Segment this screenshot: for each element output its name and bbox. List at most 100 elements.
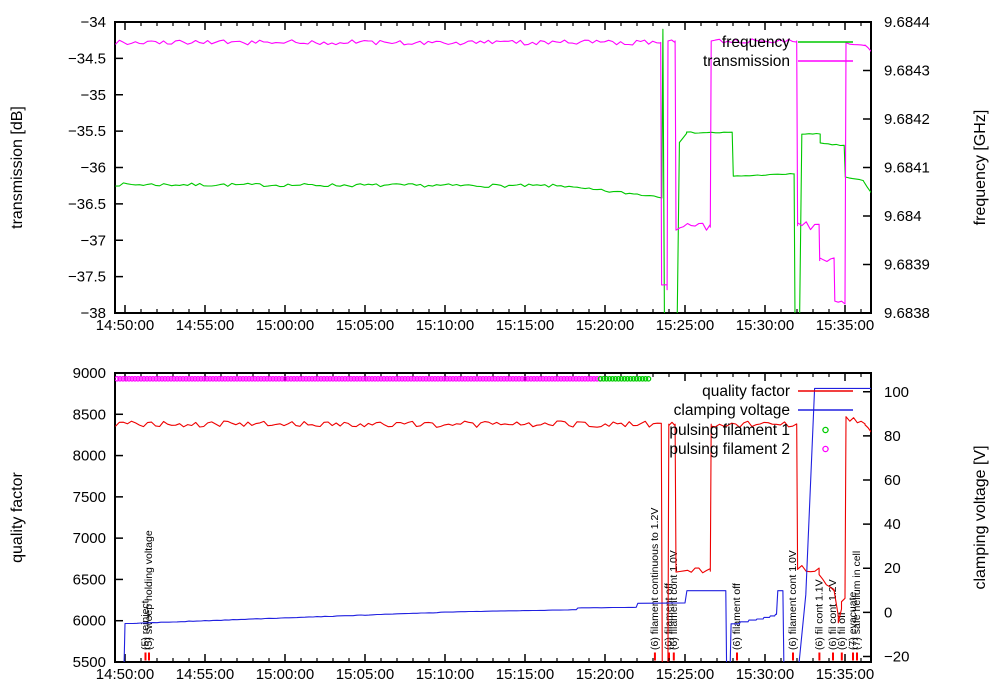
marker-circle [567, 375, 573, 382]
panel-bottom: (5) reinject(5) sweep holding voltage (6)… [9, 365, 989, 683]
marker-circle [252, 375, 258, 382]
marker-circle [168, 375, 174, 382]
x-tick-label: 14:55:00 [176, 317, 234, 334]
legend-label: pulsing filament 2 [669, 441, 790, 458]
marker-circle [258, 375, 264, 382]
marker-circle [471, 375, 477, 382]
x-tick-label: 15:30:00 [736, 317, 794, 334]
marker-circle [555, 375, 561, 382]
marker-circle [582, 375, 588, 382]
y-left-tick-label: −34 [81, 14, 106, 31]
annotation-label: (7) safe helium in cell [851, 551, 863, 650]
marker-circle [288, 375, 294, 382]
y-right-tick-label: 9.6842 [884, 111, 930, 128]
y-left-tick-label: −35 [81, 87, 106, 104]
x-tick-label: 15:25:00 [656, 666, 714, 683]
marker-circle [561, 375, 567, 382]
y-left-tick-label: −36 [81, 160, 106, 177]
annotation-label: (6) filament cont 1.0V [787, 550, 799, 650]
marker-circle [135, 375, 141, 382]
marker-circle [549, 375, 555, 382]
legend-sample-marker [822, 445, 829, 453]
marker-circle [570, 375, 576, 382]
marker-circle [546, 375, 552, 382]
y-right-axis-title: clamping voltage [V] [972, 445, 989, 589]
y-right-tick-label: 100 [884, 384, 909, 401]
marker-circle [234, 375, 240, 382]
marker-circle [513, 375, 519, 382]
marker-circle [441, 375, 447, 382]
marker-circle [453, 375, 459, 382]
y-left-tick-label: −38 [81, 305, 106, 322]
marker-circle [537, 375, 543, 382]
marker-circle [324, 375, 330, 382]
marker-circle [645, 375, 652, 382]
marker-circle [321, 375, 327, 382]
marker-circle [390, 375, 396, 382]
annotation-label: (6) filament continuous to 1.2V [649, 508, 661, 650]
marker-circle [249, 375, 255, 382]
marker-circle [297, 375, 303, 382]
y-left-tick-label: 8500 [73, 406, 106, 423]
marker-circle [600, 375, 607, 382]
marker-circle [573, 375, 579, 382]
marker-circle [495, 375, 501, 382]
marker-circle [411, 375, 417, 382]
marker-circle [273, 375, 279, 382]
marker-circle [609, 375, 616, 382]
marker-circle [327, 375, 333, 382]
y-right-tick-label: 80 [884, 428, 901, 445]
y-right-tick-label: 9.6843 [884, 63, 930, 80]
marker-circle [123, 375, 129, 382]
y-left-tick-label: 5500 [73, 654, 106, 671]
annotation-label: (6) fil cont 1.1V [814, 579, 826, 650]
y-left-tick-label: −36.5 [68, 196, 106, 213]
marker-circle [115, 376, 120, 382]
marker-circle [564, 375, 570, 382]
marker-circle [303, 375, 309, 382]
marker-circle [204, 375, 210, 382]
marker-circle [507, 375, 513, 382]
marker-circle [543, 375, 549, 382]
y-left-tick-label: 9000 [73, 365, 106, 382]
y-left-tick-label: 7000 [73, 530, 106, 547]
marker-circle [372, 375, 378, 382]
marker-circle [381, 375, 387, 382]
marker-circle [393, 375, 399, 382]
marker-circle [627, 375, 634, 382]
marker-circle [159, 375, 165, 382]
x-tick-label: 15:25:00 [656, 317, 714, 334]
x-tick-label: 15:20:00 [576, 317, 634, 334]
legend-sample-marker [822, 426, 829, 434]
marker-circle [147, 375, 153, 382]
x-tick-label: 15:20:00 [576, 666, 634, 683]
series-frequency [115, 28, 871, 313]
marker-band-pulsing-filament-2 [115, 375, 603, 382]
series-transmission [115, 38, 871, 305]
y-right-tick-label: 0 [884, 604, 892, 621]
marker-circle [117, 375, 123, 382]
marker-circle [384, 375, 390, 382]
marker-circle [144, 375, 150, 382]
marker-circle [462, 375, 468, 382]
marker-circle [150, 375, 156, 382]
marker-circle [276, 375, 282, 382]
marker-circle [510, 375, 516, 382]
marker-circle [369, 375, 375, 382]
marker-circle [192, 375, 198, 382]
y-left-axis-title: transmission [dB] [9, 106, 26, 229]
marker-circle [399, 375, 405, 382]
marker-circle [402, 375, 408, 382]
y-right-tick-label: 20 [884, 560, 901, 577]
marker-circle [639, 375, 646, 382]
marker-circle [333, 375, 339, 382]
marker-circle [396, 375, 402, 382]
y-left-axis-title: quality factor [9, 471, 26, 562]
x-tick-label: 15:00:00 [256, 666, 314, 683]
panel-top: 14:50:00 14:55:00 15:00:00 15:05:00 15:10:00… [9, 14, 989, 334]
marker-circle [219, 375, 225, 382]
marker-circle [237, 375, 243, 382]
marker-circle [129, 375, 135, 382]
marker-circle [525, 375, 531, 382]
